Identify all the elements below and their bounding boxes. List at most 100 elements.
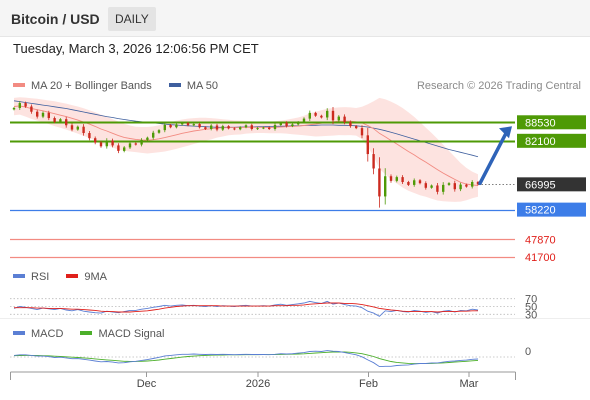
candle-body [192, 124, 195, 126]
macd-zero-label: 0 [525, 346, 531, 358]
candle-body [146, 137, 149, 140]
candle-body [204, 127, 207, 129]
price-tag-label: 41700 [525, 252, 556, 264]
macd-swatch [13, 331, 25, 336]
x-tick-label: Dec [137, 378, 157, 390]
candle-body [169, 124, 172, 128]
candle-body [111, 140, 114, 146]
candle-body [471, 182, 474, 187]
candle-body [117, 145, 120, 151]
candle-body [163, 124, 166, 131]
candle-body [181, 122, 184, 125]
candle-body [424, 183, 427, 188]
candle-body [94, 138, 97, 143]
macd-legend: MACD MACD Signal [13, 328, 178, 340]
price-tag-resistance [517, 115, 586, 130]
candle-body [123, 147, 126, 151]
candle-body [175, 124, 178, 128]
forecast-arrowhead [499, 126, 512, 139]
candle-body [268, 127, 271, 129]
candle-body [140, 139, 143, 145]
candle-body [442, 184, 445, 192]
top-bar: Bitcoin / USD DAILY [0, 0, 590, 36]
x-tick-label: Feb [359, 378, 378, 390]
macd-legend-label: MACD [31, 328, 64, 340]
candle-body [210, 125, 213, 129]
price-tag-label: 47870 [525, 234, 556, 246]
candle-body [70, 125, 74, 130]
rsi-ma-swatch [66, 274, 79, 279]
price-tag-label: 66995 [525, 179, 556, 191]
timeframe-badge[interactable]: DAILY [108, 7, 156, 31]
rsi-level-label: 30 [525, 309, 537, 321]
candle-body [378, 168, 381, 197]
candle-body [36, 111, 39, 117]
macd-signal-legend-label: MACD Signal [98, 328, 165, 340]
candle-body [355, 126, 358, 129]
candle-body [244, 125, 248, 128]
candle-body [41, 112, 45, 117]
timestamp: Tuesday, March 3, 2026 12:06:56 PM CET [13, 41, 259, 56]
price-tag-label: 58220 [525, 205, 556, 217]
candle-body [430, 185, 433, 188]
candle-body [239, 127, 242, 130]
price-tag-label: 82100 [525, 136, 556, 148]
candle-body [18, 103, 21, 108]
candle-body [65, 119, 68, 126]
candle-body [12, 107, 16, 110]
candle-body [389, 176, 393, 181]
candle-body [320, 115, 323, 118]
candle-body [302, 118, 306, 123]
candle-body [476, 182, 480, 185]
rsi-level-label: 70 [525, 294, 537, 306]
candle-body [436, 185, 439, 192]
candle-body [331, 110, 335, 121]
forecast-arrow [478, 129, 509, 186]
candle-body [418, 180, 422, 184]
candle-body [407, 182, 410, 185]
rsi-level-label: 50 [525, 302, 537, 314]
price-tag-label: 88530 [525, 117, 556, 129]
ma20-legend-label: MA 20 + Bollinger Bands [31, 80, 152, 92]
candle-body [82, 126, 85, 134]
candle-body [384, 176, 387, 197]
candle-body [221, 126, 224, 130]
rsi-ma-legend-label: 9MA [84, 271, 108, 283]
macd-signal-line [13, 351, 479, 365]
candle-body [343, 116, 346, 123]
candle-body [76, 126, 79, 130]
candle-body [256, 128, 259, 130]
candle-body [250, 125, 253, 129]
macd-signal-swatch [80, 331, 93, 336]
candle-body [285, 122, 288, 127]
candle-body [453, 183, 456, 190]
candle-body [157, 130, 161, 133]
candle-body [291, 124, 294, 127]
candle-body [279, 122, 282, 125]
x-tick-label: Mar [460, 378, 479, 390]
price-legend: MA 20 + Bollinger Bands MA 50 [13, 80, 232, 92]
bollinger-band [14, 97, 478, 202]
instrument-title: Bitcoin / USD [11, 11, 100, 27]
ma20-swatch [13, 83, 25, 88]
candle-body [465, 184, 468, 187]
macd-line [13, 350, 479, 368]
candle-body [395, 177, 398, 181]
candle-body [262, 127, 265, 129]
rsi-legend-label: RSI [31, 271, 50, 283]
candle-body [337, 116, 340, 121]
x-tick-label: 2026 [246, 378, 270, 390]
candle-body [447, 183, 451, 185]
price-tag-resistance [517, 133, 586, 148]
rsi-legend: RSI 9MA [13, 271, 121, 283]
candle-body [459, 184, 462, 190]
candle-body [308, 112, 311, 119]
ma50-legend-label: MA 50 [186, 80, 219, 92]
candle-body [401, 177, 404, 183]
research-credit: Research © 2026 Trading Central [416, 80, 581, 92]
candle-body [360, 128, 364, 136]
candle-body [128, 143, 132, 148]
candle-body [326, 110, 329, 118]
candle-body [215, 125, 219, 130]
